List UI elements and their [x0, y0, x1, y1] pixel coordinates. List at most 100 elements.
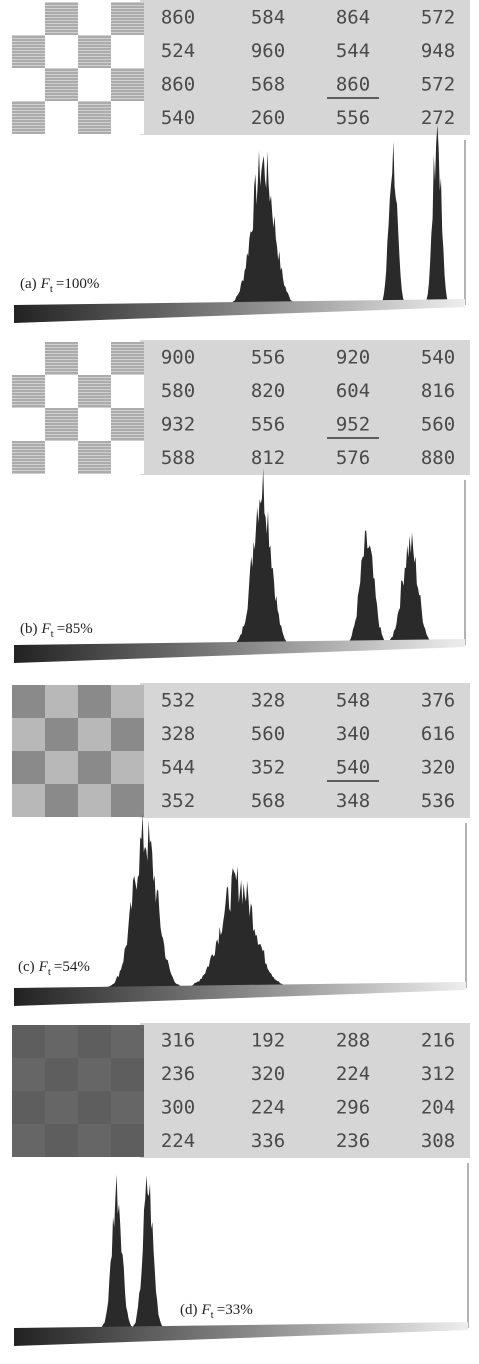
pixel-value: 236 [161, 1063, 195, 1085]
checker-square [12, 375, 45, 408]
checker-square [111, 408, 144, 441]
checker-square [45, 2, 78, 35]
checker-square [78, 751, 111, 784]
checker-square [111, 1124, 144, 1157]
panel-label: (d)Ft=33% [180, 1302, 253, 1320]
pixel-value: 616 [421, 723, 455, 745]
label-subscript: t [50, 283, 53, 295]
checker-square [78, 375, 111, 408]
label-value: =54% [54, 959, 90, 975]
checker-square [45, 101, 78, 134]
pixel-value: 308 [421, 1130, 455, 1152]
checker-square [12, 685, 45, 718]
checker-square [111, 685, 144, 718]
label-tag: (b) [20, 621, 38, 637]
checker-square [12, 68, 45, 101]
pixel-value: 336 [251, 1130, 285, 1152]
checker-square [45, 342, 78, 375]
pixel-value: 288 [336, 1030, 370, 1052]
checker-square [111, 68, 144, 101]
pixel-value: 604 [336, 380, 370, 402]
checker-square [12, 101, 45, 134]
checker-square [78, 1124, 111, 1157]
checker-square [111, 784, 144, 817]
pixel-value: 300 [161, 1097, 195, 1119]
histogram-peak [101, 1174, 133, 1328]
pixel-value: 224 [251, 1097, 285, 1119]
checker-square [45, 718, 78, 751]
pixel-value: 524 [161, 40, 195, 62]
checker-square [111, 1091, 144, 1124]
checker-square [111, 2, 144, 35]
histogram-peak [107, 814, 184, 988]
checker-square [78, 441, 111, 474]
panel-label: (b)Ft=85% [20, 621, 93, 639]
gray-wedge [14, 639, 465, 663]
pixel-value: 320 [251, 1063, 285, 1085]
pixel-value: 932 [161, 414, 195, 436]
pixel-value: 568 [251, 790, 285, 812]
pixel-value: 880 [421, 447, 455, 469]
pixel-value: 216 [421, 1030, 455, 1052]
checker-square [111, 342, 144, 375]
pixel-value: 532 [161, 690, 195, 712]
pixel-value: 556 [251, 347, 285, 369]
checker-square [12, 441, 45, 474]
pixel-value: 192 [251, 1030, 285, 1052]
pixel-value: 560 [251, 723, 285, 745]
pixel-value: 860 [336, 74, 370, 96]
pixel-value: 236 [336, 1130, 370, 1152]
checker-square [45, 35, 78, 68]
checker-square [12, 408, 45, 441]
checker-square [12, 718, 45, 751]
pixel-value: 224 [336, 1063, 370, 1085]
pixel-value: 900 [161, 347, 195, 369]
pixel-value: 556 [336, 107, 370, 129]
pixel-value: 540 [161, 107, 195, 129]
checker-square [45, 685, 78, 718]
checker-square [111, 1025, 144, 1058]
checker-square [78, 342, 111, 375]
pixel-value: 816 [421, 380, 455, 402]
label-subscript: t [48, 966, 51, 978]
checker-square [12, 1025, 45, 1058]
pixel-value: 948 [421, 40, 455, 62]
pixel-value: 556 [251, 414, 285, 436]
pixel-value: 540 [421, 347, 455, 369]
checker-square [12, 1091, 45, 1124]
checker-square [45, 375, 78, 408]
pixel-value: 860 [161, 74, 195, 96]
pixel-value: 548 [336, 690, 370, 712]
checker-square [111, 1058, 144, 1091]
pixel-value: 560 [421, 414, 455, 436]
gray-wedge [14, 1322, 468, 1346]
histogram-peak [132, 1175, 164, 1328]
pixel-value: 920 [336, 347, 370, 369]
pixel-value: 352 [251, 757, 285, 779]
checker-square [45, 441, 78, 474]
checker-square [111, 101, 144, 134]
pixel-value: 544 [161, 757, 195, 779]
gray-wedge [14, 982, 466, 1006]
pixel-value: 860 [161, 7, 195, 29]
checker-square [111, 35, 144, 68]
pixel-value: 544 [336, 40, 370, 62]
pixel-value: 328 [251, 690, 285, 712]
pixel-value: 204 [421, 1097, 455, 1119]
checker-square [12, 35, 45, 68]
pixel-value: 340 [336, 723, 370, 745]
checker-square [45, 1058, 78, 1091]
checker-square [45, 751, 78, 784]
label-value: =85% [57, 621, 93, 637]
checker-square [45, 1124, 78, 1157]
pixel-value: 352 [161, 790, 195, 812]
figure: 8605848645725249605449488605688605725402… [0, 0, 479, 1364]
checker-square [78, 68, 111, 101]
checker-square [78, 2, 111, 35]
pixel-value: 572 [421, 7, 455, 29]
pixel-value: 296 [336, 1097, 370, 1119]
checker-square [45, 68, 78, 101]
